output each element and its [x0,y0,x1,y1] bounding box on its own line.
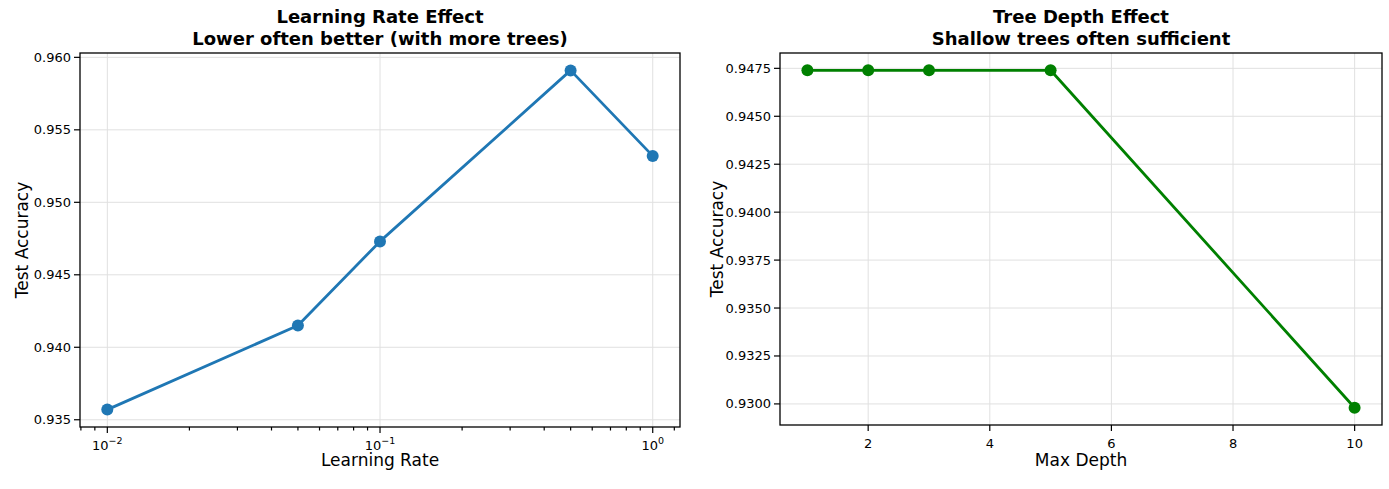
data-point [565,64,577,76]
y-tick-label: 0.9300 [726,396,772,411]
y-tick-label: 0.940 [34,340,71,355]
data-point [101,404,113,416]
y-tick-label: 0.955 [34,122,71,137]
learning-rate-chart: Learning Rate Effect Lower often better … [0,0,695,489]
plot-area: 2 4 6 8 10 0.9300 0.9325 0.9350 0.9375 0.9400 0.94… [695,0,1389,489]
axes-spines [780,53,1382,425]
figure: Learning Rate Effect Lower often better … [0,0,1389,489]
x-tick-label: 4 [986,436,994,451]
data-point [292,320,304,332]
grid-lines [780,53,1382,425]
data-line [807,70,1354,407]
axis-ticks [774,68,1355,431]
x-tick-label: 6 [1107,436,1115,451]
y-tick-label: 0.950 [34,195,71,210]
x-tick-label: 10−1 [365,435,396,453]
y-tick-label: 0.935 [34,412,71,427]
tick-labels: 10−2 10−1 100 0.935 0.940 0.945 0.950 0.955 0.96… [34,50,664,453]
y-tick-label: 0.9375 [726,253,772,268]
x-tick-label: 8 [1229,436,1237,451]
data-point [862,64,874,76]
x-tick-label: 2 [864,436,872,451]
data-point [923,64,935,76]
data-point [801,64,813,76]
tick-labels: 2 4 6 8 10 0.9300 0.9325 0.9350 0.9375 0.9400 0.94… [726,61,1363,451]
x-tick-label: 10 [1346,436,1363,451]
data-point [647,150,659,162]
y-tick-label: 0.960 [34,50,71,65]
data-point [1349,402,1361,414]
y-tick-label: 0.9450 [726,109,772,124]
y-tick-label: 0.9350 [726,301,772,316]
y-tick-label: 0.945 [34,267,71,282]
y-tick-label: 0.9325 [726,348,772,363]
data-point [374,235,386,247]
x-tick-label: 100 [641,435,664,453]
y-tick-label: 0.9400 [726,205,772,220]
axis-ticks [74,57,674,433]
y-tick-label: 0.9425 [726,157,772,172]
x-tick-label: 10−2 [92,435,123,453]
data-point [1045,64,1057,76]
y-tick-label: 0.9475 [726,61,772,76]
tree-depth-chart: Tree Depth Effect Shallow trees often su… [695,0,1389,489]
plot-area: 10−2 10−1 100 0.935 0.940 0.945 0.950 0.955 0.96… [0,0,695,489]
